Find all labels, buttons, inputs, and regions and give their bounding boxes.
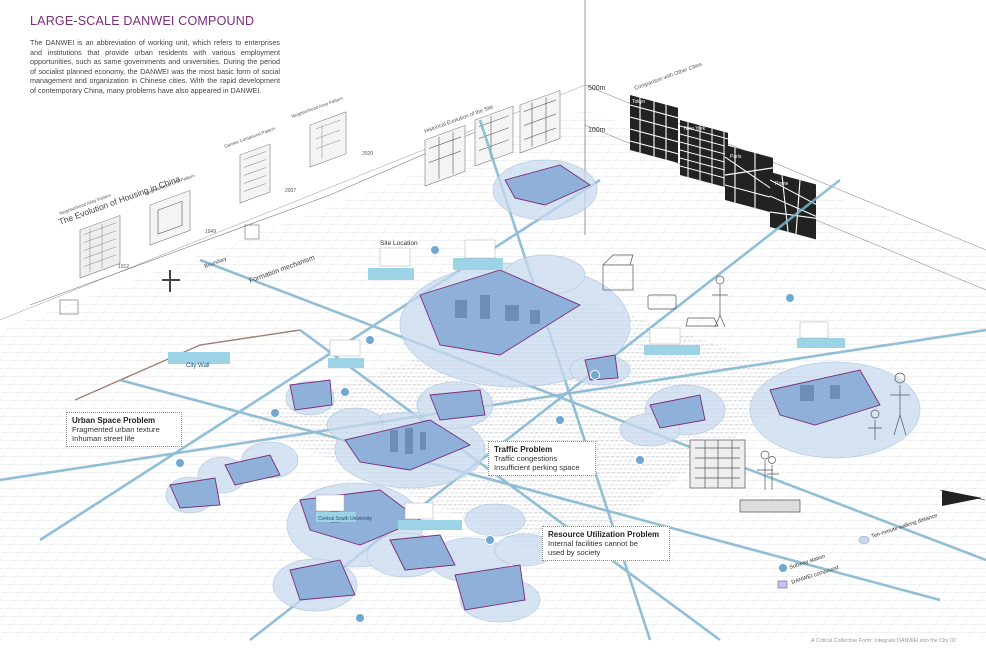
callout-heading: Urban Space Problem: [72, 416, 156, 425]
city-rome: Rome: [775, 181, 789, 187]
comparison-title: Comparison with Other Cities: [634, 62, 703, 92]
year-2020: 2020: [362, 151, 373, 157]
callout-line: Fragmented urban texture: [72, 425, 160, 434]
callout-line: Internal facilities cannot be: [548, 539, 638, 548]
callout-heading: Traffic Problem: [494, 445, 553, 454]
scale-100m: 100m: [588, 127, 606, 134]
timeline-axis: [29, 129, 481, 306]
subway-lines: [0, 119, 986, 642]
intro-paragraph: The DANWEI is an abbreviation of working…: [30, 38, 280, 95]
vehicles-and-figures: [602, 254, 910, 513]
callout-line: Inhuman street life: [72, 434, 135, 443]
label-city-wall: City Wall: [186, 363, 209, 369]
danwei-compounds: [169, 164, 881, 611]
compass-north-arrow: [939, 489, 986, 506]
city-tokyo: Tokyo: [632, 99, 645, 105]
site-label-tags: [168, 239, 845, 530]
year-1949: 1949: [205, 229, 216, 235]
callout-heading: Resource Utilization Problem: [548, 530, 660, 539]
scale-500m: 500m: [588, 85, 606, 92]
callout-line: Traffic congestions: [494, 454, 558, 463]
page-title: LARGE-SCALE DANWEI COMPOUND: [30, 14, 255, 28]
year-2007: 2007: [285, 188, 296, 194]
formation-mechanism-panels: [59, 224, 260, 315]
subway-stations: [175, 245, 795, 623]
callout-line: Insufficient perking space: [494, 463, 580, 472]
label-central-south-university: Central South University: [318, 516, 372, 522]
urban-space-problem-callout: Urban Space Problem Fragmented urban tex…: [66, 412, 182, 447]
urban-fabric-texture: [240, 300, 820, 560]
city-comparison-maps: [630, 95, 817, 240]
year-1912: 1912: [118, 264, 129, 270]
label-site-location: Site Location: [380, 240, 418, 247]
city-wall-line: [74, 329, 301, 401]
city-new-york: New York: [684, 126, 706, 132]
city-paris: Paris: [730, 154, 742, 160]
callout-line: used by society: [548, 548, 601, 557]
page-footer: A Critical Collective Form: Integrate DA…: [811, 638, 956, 644]
resource-utilization-problem-callout: Resource Utilization Problem Internal fa…: [542, 526, 670, 561]
evolution-panels: [79, 90, 561, 279]
legend-symbols: [777, 536, 870, 589]
traffic-problem-callout: Traffic Problem Traffic congestions Insu…: [488, 441, 596, 476]
